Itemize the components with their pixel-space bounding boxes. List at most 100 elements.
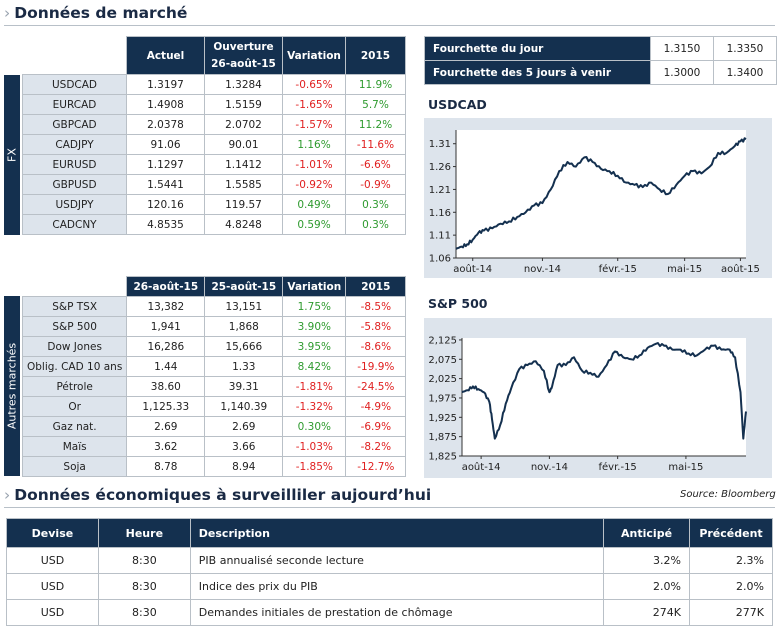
market-row: Pétrole 38.60 39.31 -1.81% -24.5% [21, 376, 407, 397]
fx-row: GBPCAD 2.0378 2.0702 -1.57% 11.2% [22, 114, 406, 135]
sp500-chart-panel: 2,125 2,075 2,025 1,975 1,925 1,875 1,825 août-… [424, 318, 772, 478]
current-value: 2.0378 [126, 114, 205, 135]
ytd-value: -8.2% [345, 436, 407, 457]
variation-value: -1.65% [282, 94, 346, 115]
section-divider [4, 25, 775, 26]
previous-value: 2.0702 [204, 114, 283, 135]
previous-value: 1.1412 [204, 154, 283, 175]
x-tick-label: nov.-14 [524, 264, 561, 275]
ytd-value: -6.6% [345, 154, 406, 175]
fx-row: EURCAD 1.4908 1.5159 -1.65% 5.7% [22, 94, 406, 115]
variation-value: 0.30% [282, 416, 347, 437]
col-header: Ouverture 26-août-15 [204, 36, 283, 75]
row-label: Dow Jones [21, 336, 128, 357]
x-tick-label: août-15 [721, 263, 760, 275]
x-tick-label: nov.-14 [531, 462, 568, 473]
ytd-value: -8.6% [345, 336, 407, 357]
ytd-value: 11.9% [345, 74, 406, 95]
y-tick-label: 1.16 [429, 208, 451, 219]
section-divider [4, 507, 775, 508]
market-row: Soja 8.78 8.94 -1.85% -12.7% [21, 456, 407, 477]
series-line [455, 137, 747, 250]
usdcad-chart-panel: 1.31 1.26 1.21 1.16 1.11 1.06 août-14 nov.-14 fé… [424, 118, 772, 278]
variation-value: -0.92% [282, 174, 346, 195]
ytd-value: -8.5% [345, 296, 407, 317]
source-note: Source: Bloomberg [680, 489, 776, 500]
current-value: 1.5441 [126, 174, 205, 195]
current-value: 1.1297 [126, 154, 205, 175]
time-cell: 8:30 [97, 547, 191, 574]
y-tick-label: 1,925 [428, 413, 457, 424]
x-tick-label: août-14 [453, 263, 492, 275]
range-label: Fourchette des 5 jours à venir [424, 60, 651, 85]
x-tick-label: mai-15 [667, 264, 702, 275]
previous-value: 1.3284 [204, 74, 283, 95]
row-label: S&P 500 [21, 316, 128, 337]
market-row: Oblig. CAD 10 ans 1.44 1.33 8.42% -19.9% [21, 356, 407, 377]
range-low: 1.3000 [650, 60, 714, 85]
row-label: EURCAD [22, 94, 127, 115]
current-value: 1.3197 [126, 74, 205, 95]
previous-value: 90.01 [204, 134, 283, 155]
current-value: 1.4908 [126, 94, 205, 115]
market-row: Or 1,125.33 1,140.39 -1.32% -4.9% [21, 396, 407, 417]
description-cell: Demandes initiales de prestation de chôm… [189, 599, 605, 626]
ytd-value: -4.9% [345, 396, 407, 417]
y-tick-label: 2,075 [428, 355, 457, 366]
previous-value: 8.94 [204, 456, 284, 477]
previous-value: 39.31 [204, 376, 284, 397]
current-value: 13,382 [126, 296, 206, 317]
currency-cell: USD [6, 573, 99, 600]
time-cell: 8:30 [97, 599, 191, 626]
ytd-value: -12.7% [345, 456, 407, 477]
ytd-value: -6.9% [345, 416, 407, 437]
previous-value: 13,151 [204, 296, 284, 317]
col-header: 2015 [345, 276, 407, 297]
market-row: Dow Jones 16,286 15,666 3.95% -8.6% [21, 336, 407, 357]
fx-row: CADJPY 91.06 90.01 1.16% -11.6% [22, 134, 406, 155]
currency-cell: USD [6, 547, 99, 574]
col-header: 26-août-15 [126, 276, 206, 297]
eco-table: Devise Heure Description Anticipé Précéd… [6, 518, 773, 626]
variation-value: -1.85% [282, 456, 347, 477]
corner-cell [22, 36, 127, 75]
previous-value: 119.57 [204, 194, 283, 215]
row-label: CADJPY [22, 134, 127, 155]
variation-value: -1.57% [282, 114, 346, 135]
other-markets-table: 26-août-15 25-août-15 Variation 2015 S&P… [21, 276, 407, 477]
ytd-value: -0.9% [345, 174, 406, 195]
ytd-value: -24.5% [345, 376, 407, 397]
previous-value: 15,666 [204, 336, 284, 357]
market-row: S&P 500 1,941 1,868 3.90% -5.8% [21, 316, 407, 337]
market-row: Maïs 3.62 3.66 -1.03% -8.2% [21, 436, 407, 457]
x-tick-label: févr.-15 [599, 263, 637, 275]
previous-cell: 2.3% [689, 547, 773, 574]
col-header: Précédent [689, 518, 773, 548]
previous-value: 2.69 [204, 416, 284, 437]
sp500-chart-title: S&P 500 [428, 296, 488, 311]
row-label: Maïs [21, 436, 128, 457]
ytd-value: 5.7% [345, 94, 406, 115]
expected-cell: 3.2% [603, 547, 690, 574]
corner-cell [22, 276, 127, 297]
variation-value: 8.42% [282, 356, 347, 377]
other-markets-group-label: Autres marchés [4, 296, 20, 476]
fx-row: CADCNY 4.8535 4.8248 0.59% 0.3% [22, 214, 406, 235]
row-label: S&P TSX [21, 296, 128, 317]
y-tick-label: 2,125 [428, 335, 457, 346]
fx-row: EURUSD 1.1297 1.1412 -1.01% -6.6% [22, 154, 406, 175]
range-row: Fourchette des 5 jours à venir 1.3000 1.… [424, 60, 777, 85]
row-label: GBPCAD [22, 114, 127, 135]
current-value: 91.06 [126, 134, 205, 155]
variation-value: -1.32% [282, 396, 347, 417]
current-value: 16,286 [126, 336, 206, 357]
variation-value: 3.95% [282, 336, 347, 357]
col-header: Devise [6, 518, 99, 548]
plot-area [462, 338, 746, 456]
current-value: 1.44 [126, 356, 206, 377]
fx-table: Actuel Ouverture 26-août-15 Variation 20… [22, 36, 406, 235]
col-header: 2015 [345, 36, 406, 75]
previous-value: 4.8248 [204, 214, 283, 235]
range-table: Fourchette du jour 1.3150 1.3350 Fourche… [424, 36, 777, 85]
